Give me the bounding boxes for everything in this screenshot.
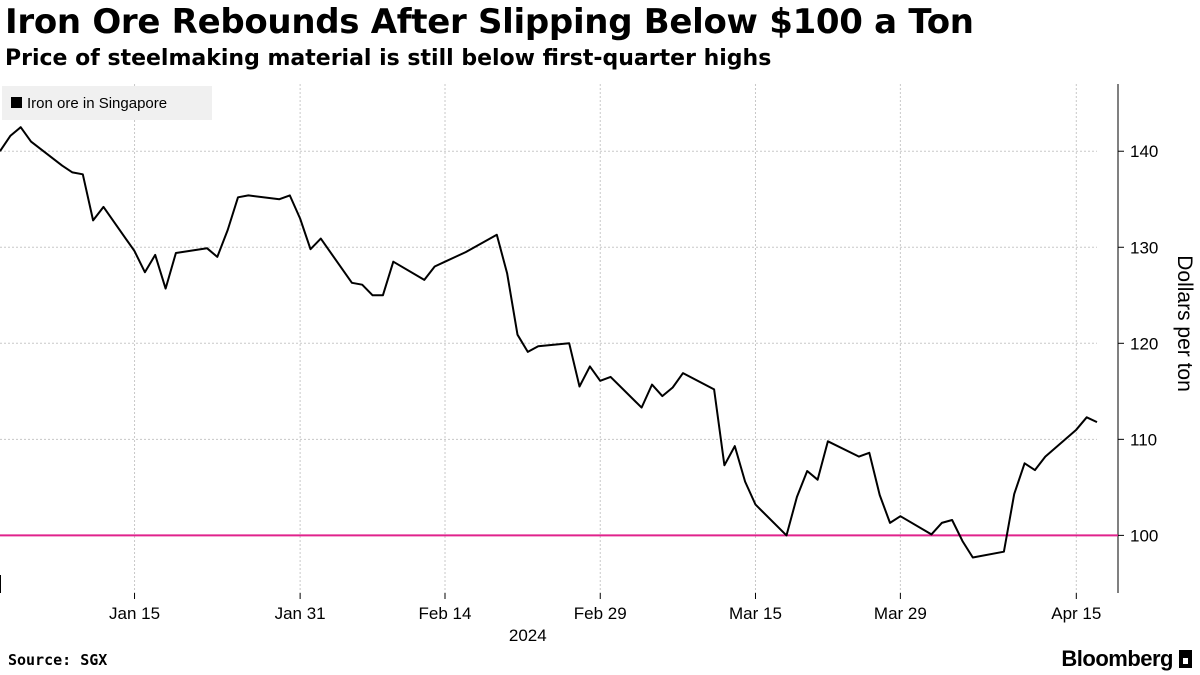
y-tick-label: 140 (1130, 142, 1158, 161)
legend-box (2, 86, 212, 120)
y-tick-label: 110 (1130, 430, 1157, 449)
bloomberg-mark-icon (1179, 650, 1192, 668)
x-year-label: 2024 (509, 626, 547, 645)
source-note: Source: SGX (8, 651, 108, 669)
y-tick-label: 130 (1130, 238, 1158, 257)
brand-name: Bloomberg (1061, 646, 1173, 671)
legend-label: Iron ore in Singapore (27, 95, 167, 112)
x-tick-label: Feb 29 (574, 604, 627, 623)
bloomberg-logo: Bloomberg (1061, 646, 1192, 672)
y-tick-label: 100 (1130, 526, 1158, 545)
axis-layer: 100 110 120 130 140 Jan 15 Jan 31 Feb 14 Feb 29 M… (0, 84, 1196, 645)
chart-title: Iron Ore Rebounds After Slipping Below $… (5, 2, 974, 42)
y-axis-title: Dollars per ton (1173, 255, 1196, 392)
x-tick-label: Feb 14 (419, 604, 472, 623)
series-layer (0, 126, 1098, 559)
x-tick-label: Jan 31 (275, 604, 326, 623)
series-line (0, 126, 1098, 559)
chart-subtitle: Price of steelmaking material is still b… (5, 46, 772, 71)
y-tick-label: 120 (1130, 334, 1158, 353)
x-tick-label: Apr 15 (1051, 604, 1101, 623)
legend-swatch (11, 97, 22, 108)
x-tick-label: Jan 15 (109, 604, 160, 623)
legend: Iron ore in Singapore (2, 86, 212, 120)
grid-layer (0, 84, 1097, 593)
x-tick-label: Mar 29 (874, 604, 927, 623)
x-tick-label: Mar 15 (729, 604, 782, 623)
